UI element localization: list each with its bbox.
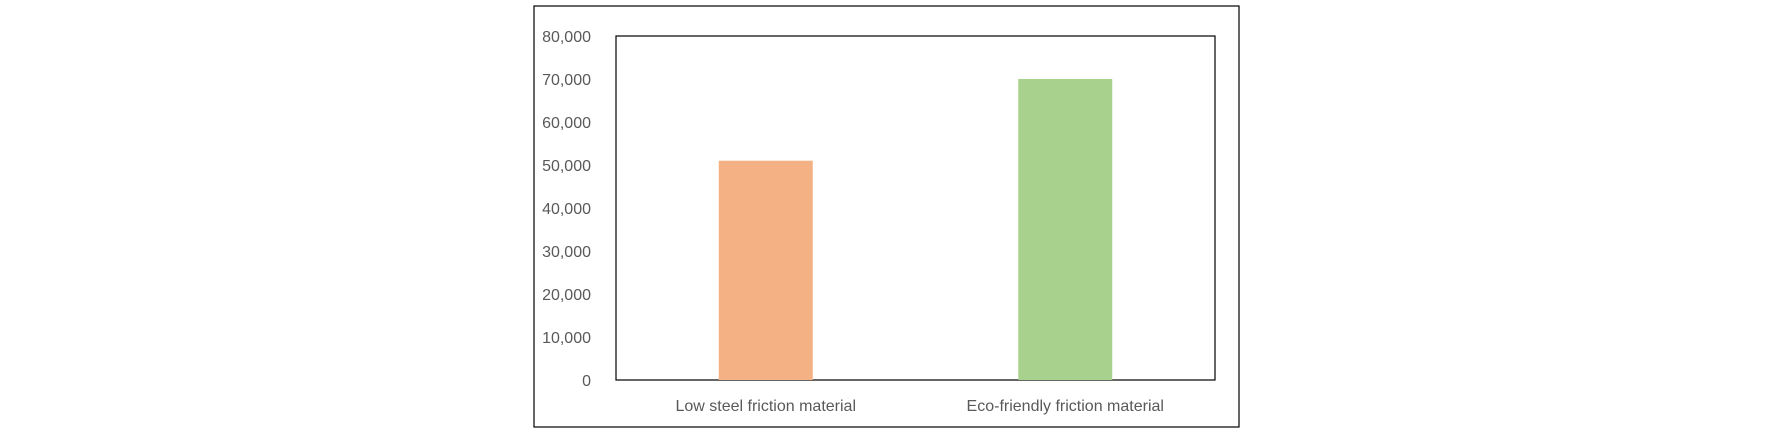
y-tick-label: 40,000 (542, 201, 591, 218)
x-axis-labels: Low steel friction material Eco-friendly … (675, 398, 1163, 415)
y-tick-label: 50,000 (542, 158, 591, 175)
y-tick-label: 0 (582, 373, 591, 390)
y-tick-label: 10,000 (542, 330, 591, 347)
y-tick-label: 30,000 (542, 244, 591, 261)
bar (718, 160, 813, 380)
y-tick-label: 70,000 (542, 72, 591, 89)
plot-area-border (615, 35, 1216, 381)
y-axis-ticks: 0 10,000 20,000 30,000 40,000 50,000 60,000 70,… (542, 29, 591, 390)
y-tick-label: 20,000 (542, 287, 591, 304)
y-tick-label: 60,000 (542, 115, 591, 132)
y-tick-label: 80,000 (542, 29, 591, 46)
x-tick-label: Eco-friendly friction material (967, 398, 1164, 415)
x-tick-label: Low steel friction material (675, 398, 856, 415)
bar (1018, 79, 1113, 380)
bars-group (718, 79, 1113, 380)
chart-outer-border (533, 5, 1240, 428)
